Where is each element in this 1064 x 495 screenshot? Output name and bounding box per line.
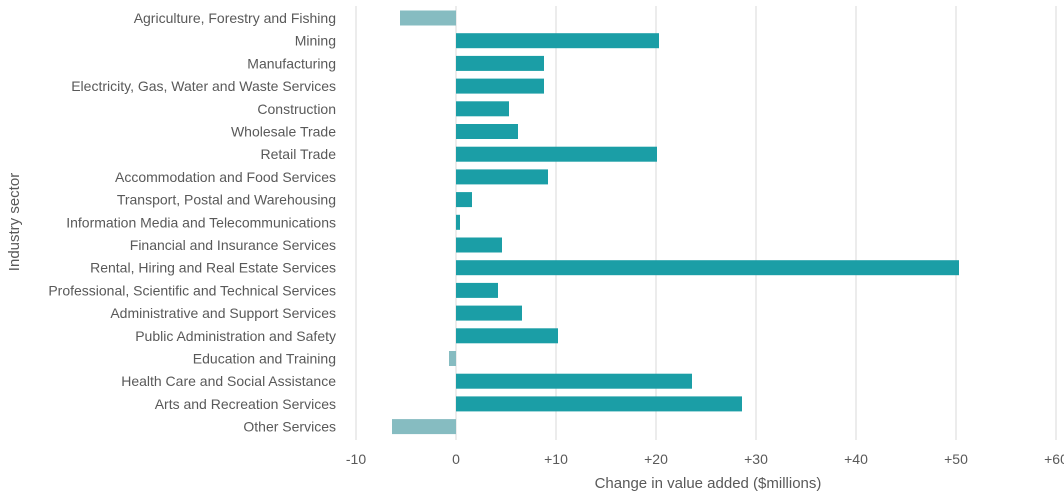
x-tick-label: +40 [844, 451, 868, 467]
x-tick-label: +20 [644, 451, 668, 467]
bar [456, 237, 502, 253]
category-label: Agriculture, Forestry and Fishing [134, 10, 336, 26]
bar [400, 10, 456, 26]
x-tick-label: +50 [944, 451, 968, 467]
bar [456, 373, 692, 389]
bar [456, 328, 558, 344]
category-label: Public Administration and Safety [135, 328, 336, 344]
category-label: Financial and Insurance Services [130, 237, 336, 253]
x-tick-label: +30 [744, 451, 768, 467]
x-tick-label: -10 [346, 451, 366, 467]
bar [456, 33, 659, 49]
bar [456, 169, 548, 185]
bar [449, 351, 456, 366]
category-label: Rental, Hiring and Real Estate Services [90, 260, 336, 276]
bar [456, 282, 498, 298]
category-label: Education and Training [193, 351, 336, 367]
category-label: Arts and Recreation Services [155, 396, 336, 412]
bar [456, 101, 509, 117]
category-label: Mining [295, 33, 336, 49]
category-label: Transport, Postal and Warehousing [117, 192, 336, 208]
grid-lines [355, 6, 1057, 440]
bar [456, 124, 518, 139]
category-label: Retail Trade [261, 146, 337, 162]
x-tick-label: 0 [452, 451, 460, 467]
category-label: Wholesale Trade [231, 124, 336, 140]
x-tick-labels: -10 0 +10 +20 +30 +40 +50 +60 [346, 451, 1064, 467]
category-labels: Agriculture, Forestry and Fishing Mining M… [48, 10, 336, 435]
category-label: Manufacturing [247, 55, 336, 71]
bar [392, 419, 456, 435]
x-tick-label: +10 [544, 451, 568, 467]
bars [392, 10, 959, 435]
bar [456, 305, 522, 321]
category-label: Other Services [243, 419, 336, 435]
bar [456, 260, 959, 276]
bar [456, 146, 657, 162]
category-label: Health Care and Social Assistance [121, 373, 336, 389]
bar [456, 214, 460, 230]
category-label: Accommodation and Food Services [115, 169, 336, 185]
x-tick-label: +60 [1044, 451, 1064, 467]
category-label: Information Media and Telecommunications [66, 214, 336, 230]
category-label: Administrative and Support Services [110, 305, 336, 321]
bar [456, 55, 544, 71]
category-label: Professional, Scientific and Technical S… [48, 282, 336, 298]
bar [456, 192, 472, 208]
category-label: Electricity, Gas, Water and Waste Servic… [71, 78, 336, 94]
category-label: Construction [257, 101, 336, 117]
y-axis-title: Industry sector [6, 173, 23, 271]
bar [456, 396, 742, 412]
bar [456, 78, 544, 94]
x-axis-title: Change in value added ($millions) [595, 475, 822, 492]
